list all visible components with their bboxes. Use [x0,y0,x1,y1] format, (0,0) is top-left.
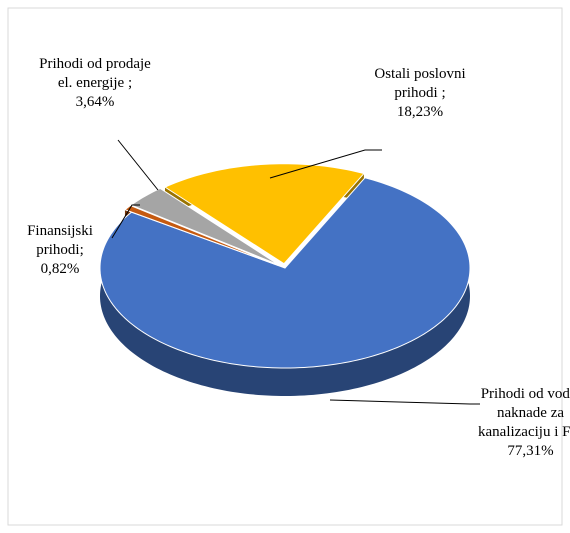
label-value: 77,31% [507,443,554,459]
leader-line [329,399,480,405]
slice [123,204,279,266]
slice [130,187,280,266]
chart-border [7,7,563,526]
leader-line [117,139,159,191]
leader-line [269,149,382,179]
data-label: Finansijski prihodi; 0,82% [10,222,110,279]
data-label: Prihodi od prodaje el. energije ; 3,64% [35,55,155,112]
slice [163,163,365,265]
label-category: Ostali poslovni prihodi ; [374,66,466,101]
data-label: Ostali poslovni prihodi ; 18,23% [370,65,470,122]
label-value: 3,64% [75,94,115,110]
label-category: Prihodi od prodaje el. energije ; [39,56,151,91]
leader-line [111,204,140,239]
label-category: Prihodi od vode, naknade za kanalizaciju… [478,386,570,440]
label-category: Finansijski prihodi; [27,223,93,258]
label-value: 0,82% [40,261,80,277]
data-label: Prihodi od vode, naknade za kanalizaciju… [468,385,570,461]
slice [99,177,471,369]
pie [99,163,471,396]
label-value: 18,23% [396,104,444,120]
